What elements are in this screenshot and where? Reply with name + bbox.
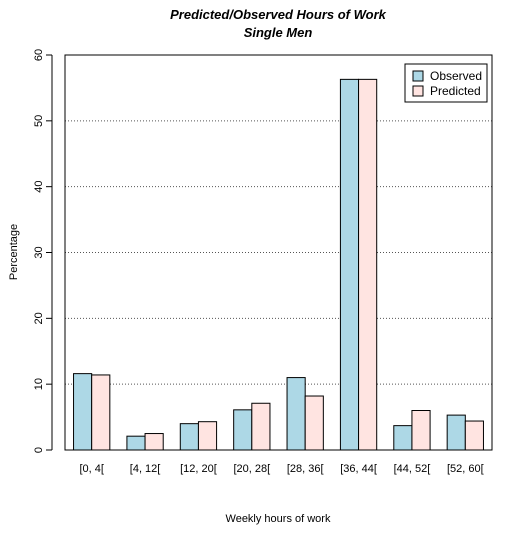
bar-predicted bbox=[197, 421, 218, 451]
bar-observed bbox=[179, 423, 199, 451]
x-tick-label: [0, 4[ bbox=[79, 463, 103, 475]
bar-predicted bbox=[358, 78, 378, 451]
x-tick-label: [28, 36[ bbox=[287, 463, 324, 475]
x-tick-label: [20, 28[ bbox=[233, 463, 270, 475]
y-tick-label: 30 bbox=[33, 246, 45, 258]
bar-observed bbox=[446, 414, 466, 451]
plot-frame bbox=[64, 54, 493, 451]
x-axis-label: Weekly hours of work bbox=[226, 513, 331, 525]
x-axis: [0, 4[ [4, 12[ [12, 20[ [20, 28[ [28, 36[ [36… bbox=[79, 463, 483, 475]
grid-lines bbox=[65, 120, 492, 385]
bar-observed bbox=[126, 435, 146, 451]
bars bbox=[73, 78, 484, 451]
bar-predicted bbox=[304, 395, 324, 451]
y-tick-label: 60 bbox=[33, 49, 45, 61]
bar-predicted bbox=[411, 410, 431, 451]
bar-observed bbox=[393, 425, 413, 451]
chart-title: Predicted/Observed Hours of Work bbox=[170, 7, 387, 22]
bar-predicted bbox=[251, 402, 271, 451]
bar-observed bbox=[339, 78, 360, 451]
x-tick-label: [12, 20[ bbox=[180, 463, 217, 475]
y-tick-label: 0 bbox=[33, 447, 45, 453]
x-tick-label: [4, 12[ bbox=[130, 463, 161, 475]
y-tick-label: 10 bbox=[33, 378, 45, 390]
x-tick-label: [44, 52[ bbox=[394, 463, 431, 475]
y-tick-label: 20 bbox=[33, 312, 45, 324]
y-axis: 0 10 20 30 40 50 60 bbox=[33, 49, 53, 453]
legend-swatch bbox=[412, 85, 424, 97]
legend-label: Observed bbox=[430, 69, 482, 83]
y-axis-label: Percentage bbox=[8, 224, 20, 280]
x-tick-label: [36, 44[ bbox=[340, 463, 377, 475]
y-tick-label: 50 bbox=[33, 115, 45, 127]
bar-predicted bbox=[144, 433, 164, 451]
legend-label: Predicted bbox=[430, 84, 481, 98]
bar-predicted bbox=[91, 374, 111, 451]
bar-observed bbox=[286, 377, 306, 451]
bar-predicted bbox=[464, 420, 484, 451]
y-tick-label: 40 bbox=[33, 181, 45, 193]
bar-observed bbox=[73, 373, 93, 451]
legend-swatch bbox=[412, 70, 424, 82]
chart-subtitle: Single Men bbox=[244, 25, 313, 40]
bar-observed bbox=[233, 409, 253, 451]
x-tick-label: [52, 60[ bbox=[447, 463, 484, 475]
